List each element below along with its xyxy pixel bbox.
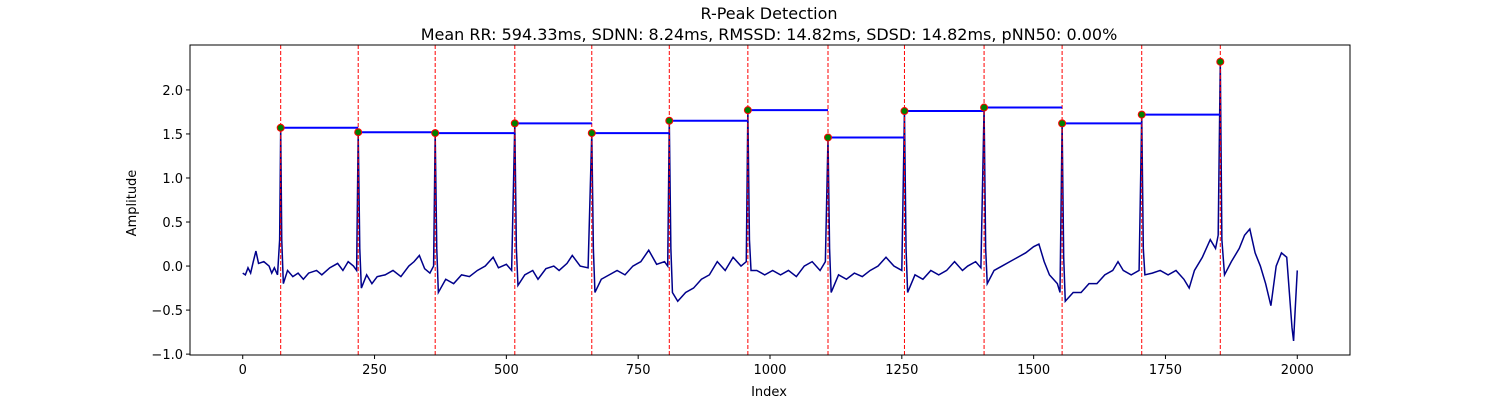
chart-title: R-Peak Detection bbox=[700, 4, 837, 23]
peak-marker bbox=[431, 129, 440, 138]
y-tick-label: 1.0 bbox=[162, 172, 183, 187]
x-tick-label: 500 bbox=[494, 363, 519, 378]
y-axis-label: Amplitude bbox=[125, 170, 140, 237]
plot-frame bbox=[189, 44, 1351, 356]
y-tick-label: −0.5 bbox=[151, 304, 183, 319]
x-tick-label: 1000 bbox=[753, 363, 786, 378]
x-tick-label: 1750 bbox=[1149, 363, 1182, 378]
peak-marker bbox=[510, 119, 519, 128]
y-tick-label: 1.5 bbox=[162, 128, 183, 143]
signal-line bbox=[242, 61, 1299, 341]
x-tick-label: 2000 bbox=[1281, 363, 1314, 378]
peak-marker bbox=[743, 106, 752, 115]
peak-marker bbox=[354, 128, 363, 137]
y-tick-label: 0.0 bbox=[162, 260, 183, 275]
x-tick-label: 750 bbox=[626, 363, 651, 378]
x-axis-label: Index bbox=[751, 385, 787, 400]
chart-subtitle: Mean RR: 594.33ms, SDNN: 8.24ms, RMSSD: … bbox=[421, 25, 1118, 44]
x-tick-label: 1250 bbox=[885, 363, 918, 378]
peak-marker bbox=[1216, 57, 1225, 66]
peak-marker bbox=[980, 103, 989, 112]
x-tick-label: 250 bbox=[362, 363, 387, 378]
y-tick-label: −1.0 bbox=[151, 348, 183, 363]
y-tick-label: 2.0 bbox=[162, 84, 183, 99]
peak-marker bbox=[587, 129, 596, 138]
peak-marker bbox=[900, 107, 909, 116]
peak-marker bbox=[1137, 110, 1146, 119]
y-tick-label: 0.5 bbox=[162, 216, 183, 231]
x-tick-label: 1500 bbox=[1017, 363, 1050, 378]
peak-marker bbox=[276, 123, 285, 132]
peak-marker bbox=[665, 116, 674, 125]
peak-marker bbox=[1058, 119, 1067, 128]
peak-marker bbox=[824, 133, 832, 142]
x-tick-label: 0 bbox=[239, 363, 247, 378]
